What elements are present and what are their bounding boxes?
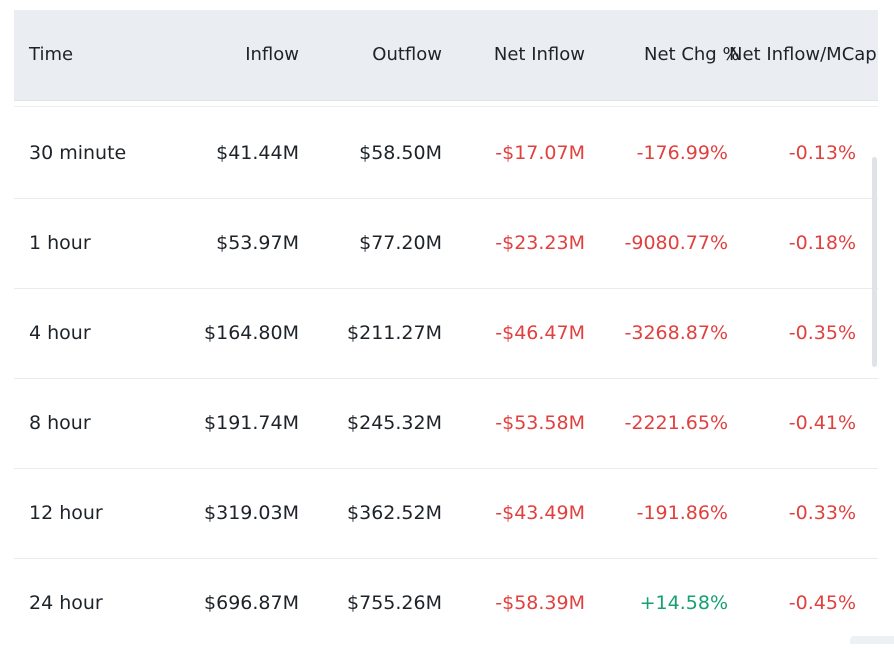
header-net-inflow-mcap[interactable]: Net Inflow/MCap bbox=[729, 44, 877, 65]
cell-net-inflow: -$46.47M bbox=[495, 322, 585, 344]
cell-outflow: $362.52M bbox=[347, 502, 442, 524]
cell-net-chg: -176.99% bbox=[636, 142, 728, 164]
cell-inflow: $164.80M bbox=[204, 322, 299, 344]
cell-outflow: $77.20M bbox=[359, 232, 442, 254]
cell-time: 1 hour bbox=[29, 232, 91, 254]
cell-inflow: $319.03M bbox=[204, 502, 299, 524]
cell-net-inflow-mcap: -0.13% bbox=[788, 142, 856, 164]
vertical-scrollbar[interactable] bbox=[872, 157, 877, 367]
cell-time: 12 hour bbox=[29, 502, 103, 524]
cell-outflow: $58.50M bbox=[359, 142, 442, 164]
header-outflow[interactable]: Outflow bbox=[372, 44, 442, 65]
cell-time: 8 hour bbox=[29, 412, 91, 434]
cell-outflow: $755.26M bbox=[347, 592, 442, 614]
cell-net-chg: +14.58% bbox=[639, 592, 728, 614]
cell-inflow: $41.44M bbox=[216, 142, 299, 164]
cell-net-inflow-mcap: -0.33% bbox=[788, 502, 856, 524]
header-time[interactable]: Time bbox=[29, 44, 74, 65]
cell-net-inflow: -$23.23M bbox=[495, 232, 585, 254]
table-row[interactable]: 1 hour $53.97M $77.20M -$23.23M -9080.77% -0.… bbox=[14, 198, 878, 289]
table-row[interactable]: 30 minute $41.44M $58.50M -$17.07M -176.99% -… bbox=[14, 108, 878, 199]
header-net-inflow[interactable]: Net Inflow bbox=[493, 44, 585, 65]
cell-net-chg: -2221.65% bbox=[624, 412, 728, 434]
header-net-chg[interactable]: Net Chg % bbox=[644, 44, 740, 65]
cell-outflow: $211.27M bbox=[347, 322, 442, 344]
header-inflow[interactable]: Inflow bbox=[245, 44, 299, 65]
cell-net-inflow: -$53.58M bbox=[495, 412, 585, 434]
cell-inflow: $191.74M bbox=[204, 412, 299, 434]
cell-net-inflow-mcap: -0.45% bbox=[788, 592, 856, 614]
cell-time: 24 hour bbox=[29, 592, 103, 614]
cell-inflow: $696.87M bbox=[204, 592, 299, 614]
cell-time: 4 hour bbox=[29, 322, 91, 344]
cell-net-chg: -9080.77% bbox=[624, 232, 728, 254]
fund-flow-table: Time Inflow Outflow Net Inflow Net Chg %… bbox=[14, 10, 878, 644]
cell-net-inflow-mcap: -0.41% bbox=[788, 412, 856, 434]
cell-net-inflow: -$17.07M bbox=[495, 142, 585, 164]
cell-net-inflow-mcap: -0.35% bbox=[788, 322, 856, 344]
header-divider bbox=[14, 106, 878, 107]
cell-net-inflow: -$58.39M bbox=[495, 592, 585, 614]
cell-outflow: $245.32M bbox=[347, 412, 442, 434]
cell-net-chg: -3268.87% bbox=[624, 322, 728, 344]
table-row[interactable]: 4 hour $164.80M $211.27M -$46.47M -3268.87% -… bbox=[14, 288, 878, 379]
cell-time: 30 minute bbox=[29, 142, 127, 164]
table-row[interactable]: 24 hour $696.87M $755.26M -$58.39M +14.58% -0… bbox=[14, 558, 878, 648]
table-header: Time Inflow Outflow Net Inflow Net Chg %… bbox=[14, 10, 878, 101]
cell-net-inflow-mcap: -0.18% bbox=[788, 232, 856, 254]
cell-inflow: $53.97M bbox=[216, 232, 299, 254]
table-row[interactable]: 8 hour $191.74M $245.32M -$53.58M -2221.65% -… bbox=[14, 378, 878, 469]
cell-net-chg: -191.86% bbox=[636, 502, 728, 524]
table-row[interactable]: 12 hour $319.03M $362.52M -$43.49M -191.86% -… bbox=[14, 468, 878, 559]
cell-net-inflow: -$43.49M bbox=[495, 502, 585, 524]
scroll-corner bbox=[850, 636, 894, 644]
